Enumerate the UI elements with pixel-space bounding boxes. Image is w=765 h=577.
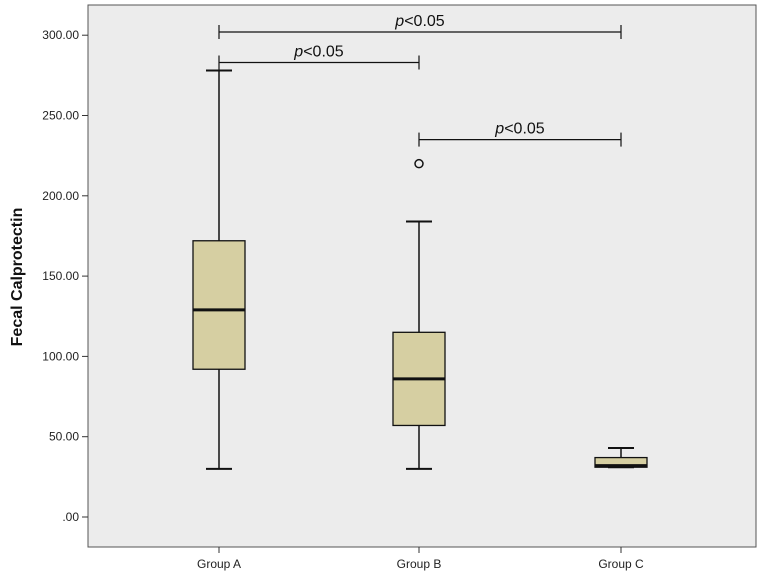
p-threshold: <0.05 [504,121,545,138]
box-iqr [192,240,246,370]
box-iqr [594,456,648,468]
box-group-b [392,158,446,470]
x-tick-label: Group B [397,557,442,571]
p-threshold: <0.05 [404,13,445,30]
y-tick-label: .00 [62,510,79,524]
y-tick-label: 250.00 [42,109,79,123]
significance-bracket: p<0.05 [418,121,622,147]
significance-bracket: p<0.05 [218,13,622,39]
y-tick-label: 300.00 [42,28,79,42]
p-value-label: p<0.05 [394,13,444,30]
box-group-c [594,446,648,469]
y-tick-label: 200.00 [42,189,79,203]
significance-annotations: p<0.05p<0.05p<0.05 [218,13,622,147]
p-symbol: p [494,121,504,138]
outlier-point [414,158,424,169]
y-tick-label: 150.00 [42,269,79,283]
boxes-layer [192,69,648,470]
p-value-label: p<0.05 [293,44,343,61]
box-group-a [192,69,246,470]
x-tick-label: Group C [598,557,644,571]
p-value-label: p<0.05 [494,121,544,138]
x-tick-label: Group A [197,557,241,571]
y-axis-title: Fecal Calprotectin [9,208,26,347]
p-symbol: p [293,44,303,61]
y-tick-label: 100.00 [42,349,79,363]
y-axis: .00 50.00 100.00 150.00 200.00 250.00 300.00 [42,28,88,524]
y-tick-label: 50.00 [49,430,79,444]
x-axis: Group A Group B Group C [197,547,644,571]
p-threshold: <0.05 [303,44,344,61]
significance-bracket: p<0.05 [218,44,420,70]
p-symbol: p [394,13,404,30]
plot-area [87,4,757,548]
